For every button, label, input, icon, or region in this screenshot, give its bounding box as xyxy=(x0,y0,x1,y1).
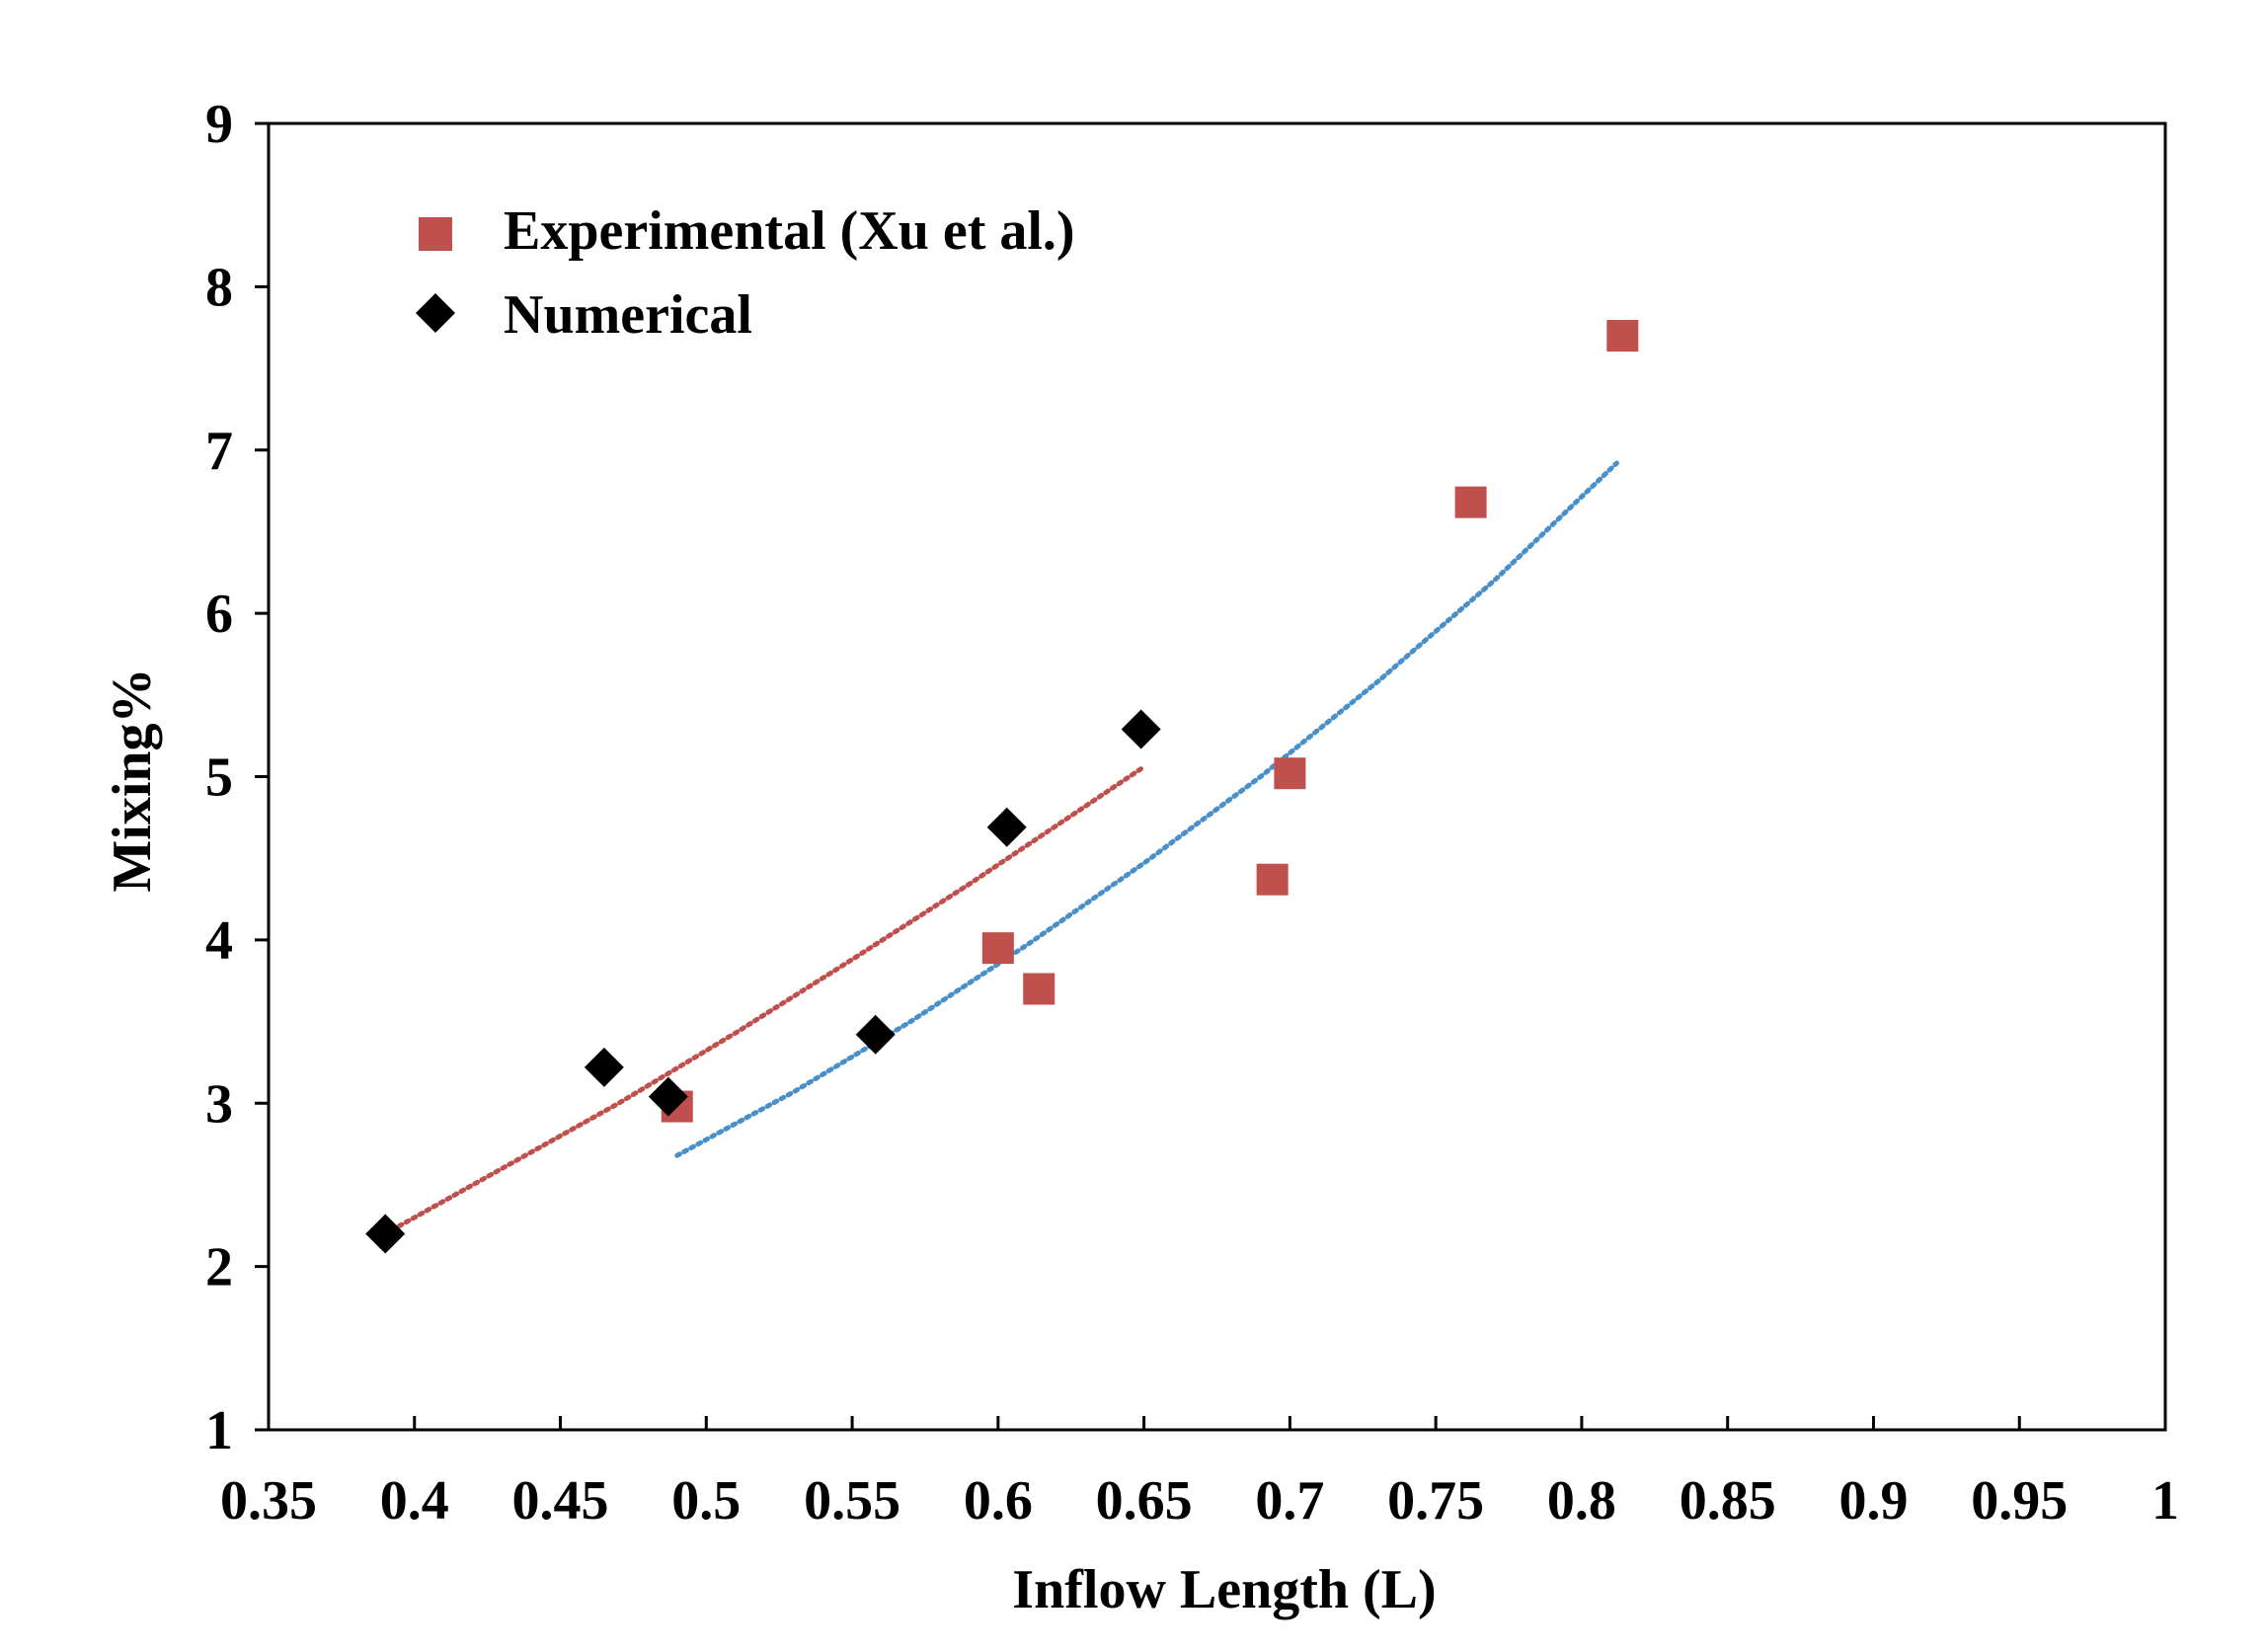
y-tick-label: 4 xyxy=(205,910,233,972)
x-tick-label: 1 xyxy=(2151,1470,2179,1532)
experimental-point xyxy=(1274,757,1306,790)
numerical-point xyxy=(1121,709,1161,749)
trendline-experimental xyxy=(674,460,1619,1158)
legend-experimental-label: Experimental (Xu et al.) xyxy=(504,200,1075,262)
y-tick-label: 3 xyxy=(205,1073,233,1135)
x-tick-label: 0.6 xyxy=(964,1470,1033,1532)
y-tick-label: 7 xyxy=(205,421,233,482)
tick-labels: 1 2 3 4 5 6 7 8 9 0.35 0.4 0.45 0.5 0.55 0.6 0.65 0.7 0.7… xyxy=(205,94,2179,1532)
y-axis-title: Mixing% xyxy=(102,668,163,892)
x-tick-label: 0.9 xyxy=(1838,1470,1908,1532)
plot-frame xyxy=(255,121,2167,1432)
x-tick-label: 0.45 xyxy=(512,1470,609,1532)
x-tick-label: 0.7 xyxy=(1255,1470,1324,1532)
y-tick-label: 5 xyxy=(205,747,233,809)
numerical-point xyxy=(648,1076,688,1117)
x-axis-title: Inflow Length (L) xyxy=(1012,1559,1436,1620)
x-tick-label: 0.75 xyxy=(1387,1470,1484,1532)
numerical-point xyxy=(855,1014,896,1055)
x-tick-label: 0.35 xyxy=(220,1470,317,1532)
legend-experimental-marker xyxy=(419,217,452,251)
numerical-point xyxy=(986,807,1027,847)
y-tick-label: 8 xyxy=(205,257,233,318)
numerical-point xyxy=(365,1214,406,1254)
trendlines xyxy=(382,460,1619,1236)
legend: Experimental (Xu et al.) Numerical xyxy=(416,200,1075,346)
x-tick-label: 0.95 xyxy=(1971,1470,2068,1532)
y-tick-label: 2 xyxy=(205,1237,233,1298)
experimental-point xyxy=(1023,973,1055,1005)
experimental-point xyxy=(1256,863,1289,896)
x-tick-label: 0.55 xyxy=(804,1470,900,1532)
x-tick-label: 0.85 xyxy=(1680,1470,1776,1532)
numerical-point xyxy=(584,1047,624,1087)
y-tick-label: 1 xyxy=(205,1400,233,1461)
x-tick-label: 0.4 xyxy=(380,1470,449,1532)
y-tick-label: 6 xyxy=(205,584,233,645)
x-tick-label: 0.65 xyxy=(1096,1470,1193,1532)
y-tick-label: 9 xyxy=(205,94,233,155)
data-points xyxy=(365,319,1639,1254)
experimental-point xyxy=(1606,319,1639,352)
experimental-point xyxy=(1454,486,1487,518)
experimental-point xyxy=(981,932,1014,965)
trendline-numerical xyxy=(382,764,1147,1236)
legend-numerical-label: Numerical xyxy=(504,284,752,346)
x-tick-label: 0.8 xyxy=(1547,1470,1616,1532)
legend-numerical-marker xyxy=(416,293,455,333)
x-tick-label: 0.5 xyxy=(671,1470,741,1532)
